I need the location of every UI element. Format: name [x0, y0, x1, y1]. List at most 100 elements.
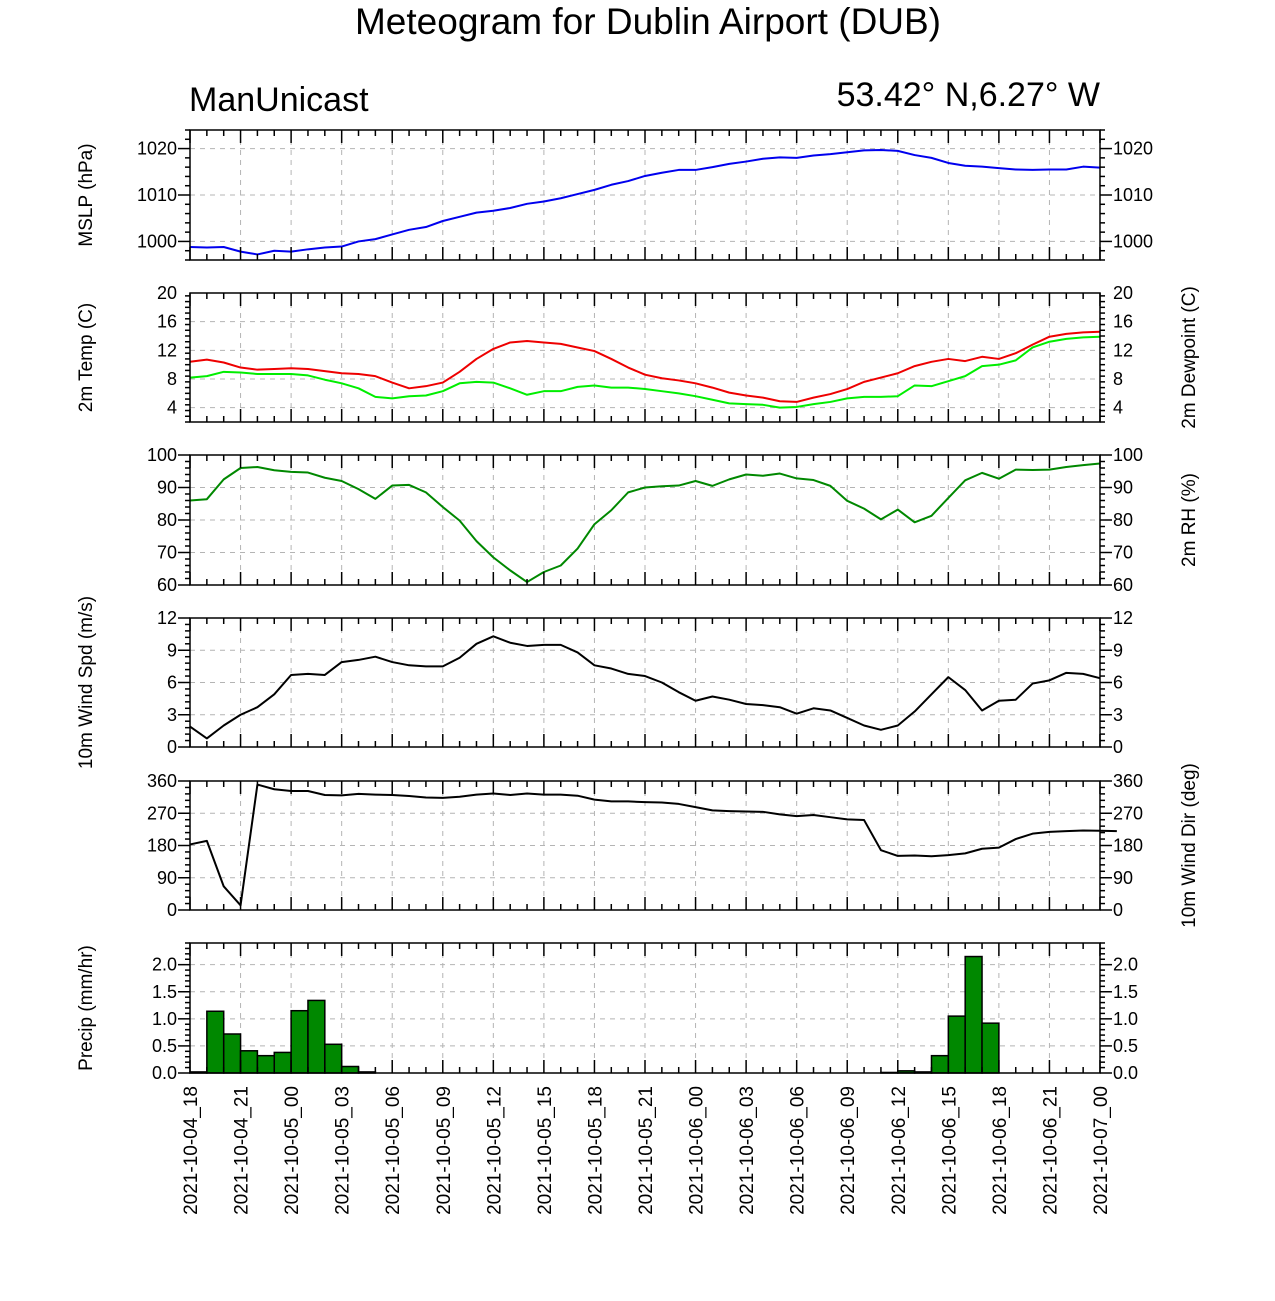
y-tick-label: 70 [157, 543, 177, 563]
y-tick-label: 0 [1113, 737, 1123, 757]
y-axis-label-left: 2m Temp (C) [76, 303, 97, 412]
y-ticks: 0 0 3 3 6 6 9 9 12 12 [157, 608, 1133, 757]
x-tick-label: 2021-10-05_21 [636, 1086, 657, 1215]
precip-bars [189, 955, 1000, 1074]
x-tick-label: 2021-10-06_00 [687, 1086, 708, 1215]
precip-bar [256, 1054, 276, 1074]
x-tick-label: 2021-10-06_21 [1040, 1086, 1061, 1215]
x-tick-label: 2021-10-06_18 [990, 1086, 1011, 1215]
y-tick-label: 12 [157, 608, 177, 628]
precip-bar [273, 1051, 292, 1074]
y-tick-label: 90 [157, 478, 177, 498]
y-tick-label: 0.5 [152, 1036, 177, 1056]
y-tick-label: 9 [1113, 640, 1123, 660]
y-tick-label: 80 [157, 510, 177, 530]
gridlines [190, 293, 1100, 422]
y-tick-label: 90 [1113, 868, 1133, 888]
gridlines [190, 618, 1100, 747]
x-tick-label: 2021-10-07_00 [1091, 1086, 1112, 1215]
y-tick-label: 1010 [1113, 185, 1153, 205]
x-tick-label: 2021-10-05_15 [535, 1086, 556, 1215]
y-tick-label: 1.5 [152, 982, 177, 1002]
y-tick-label: 1020 [137, 139, 177, 159]
y-tick-label: 0.5 [1113, 1036, 1138, 1056]
series-line-1 [189, 330, 1101, 403]
series-line-1 [189, 148, 1101, 256]
y-tick-label: 100 [1113, 445, 1143, 465]
y-tick-label: 16 [1113, 312, 1133, 332]
y-ticks: 0.0 0.0 0.5 0.5 1.0 1.0 1.5 1.5 2.0 2.0 [152, 942, 1138, 1083]
x-axis: 2021-10-04_18 2021-10-04_21 2021-10-05_00 2… [181, 1086, 1112, 1215]
panel-5: 0 0 90 90 180 180 270 270 360 360 10m Wind Dir (de… [147, 763, 1200, 928]
panel-6: 0.0 0.0 0.5 0.5 1.0 1.0 1.5 1.5 2.0 2.0 Precip (mm… [76, 942, 1138, 1083]
y-axis-label-right: 2m RH (%) [1179, 473, 1200, 567]
gridlines [190, 455, 1100, 585]
y-tick-label: 1000 [137, 231, 177, 251]
y-tick-label: 20 [1113, 283, 1133, 303]
y-tick-label: 90 [157, 868, 177, 888]
precip-bar [947, 1015, 966, 1074]
y-tick-label: 0 [167, 900, 177, 920]
y-tick-label: 12 [1113, 340, 1133, 360]
precip-bar [340, 1065, 360, 1074]
series-line-1 [189, 635, 1101, 740]
y-tick-label: 12 [157, 340, 177, 360]
y-ticks: 4 4 8 8 12 12 16 16 20 20 [157, 283, 1133, 423]
y-tick-label: 3 [1113, 705, 1123, 725]
y-tick-label: 80 [1113, 510, 1133, 530]
y-tick-label: 20 [157, 283, 177, 303]
y-axis-label-left: MSLP (hPa) [76, 143, 97, 246]
x-tick-label: 2021-10-06_15 [939, 1086, 960, 1215]
y-tick-label: 2.0 [1113, 955, 1138, 975]
y-tick-label: 1010 [137, 185, 177, 205]
x-ticks [189, 943, 1101, 1073]
y-axis-label-left: 10m Wind Spd (m/s) [76, 596, 97, 769]
y-tick-label: 8 [1113, 369, 1123, 389]
y-tick-label: 180 [1113, 836, 1143, 856]
y-tick-label: 100 [147, 445, 177, 465]
y-axis-label-right: 10m Wind Dir (deg) [1179, 763, 1200, 928]
y-tick-label: 6 [167, 673, 177, 693]
y-tick-label: 4 [167, 398, 177, 418]
series-line-1 [189, 462, 1101, 584]
panel-4: 0 0 3 3 6 6 9 9 12 12 10m Wind Spd (m/s) [76, 596, 1133, 769]
x-tick-label: 2021-10-04_21 [232, 1086, 253, 1215]
y-tick-label: 0.0 [1113, 1063, 1138, 1083]
precip-bar [239, 1050, 259, 1074]
x-tick-label: 2021-10-05_12 [484, 1086, 505, 1215]
x-tick-label: 2021-10-05_03 [333, 1086, 354, 1215]
y-tick-label: 0.0 [152, 1063, 177, 1083]
x-tick-label: 2021-10-06_09 [838, 1086, 859, 1215]
precip-bar [290, 1009, 309, 1074]
y-tick-label: 9 [167, 640, 177, 660]
x-tick-label: 2021-10-05_00 [282, 1086, 303, 1215]
y-tick-label: 1.0 [152, 1009, 177, 1029]
y-tick-label: 16 [157, 312, 177, 332]
location-label: 53.42° N,6.27° W [837, 76, 1100, 114]
panel-1: 1000 1000 1010 1010 1020 1020 MSLP (hPa) [76, 129, 1153, 261]
model-label: ManUnicast [189, 81, 369, 119]
x-tick-label: 2021-10-06_06 [788, 1086, 809, 1215]
x-ticks [189, 781, 1101, 910]
series-line-1 [189, 783, 1117, 907]
x-tick-label: 2021-10-05_09 [434, 1086, 455, 1215]
x-tick-label: 2021-10-06_03 [737, 1086, 758, 1215]
y-tick-label: 70 [1113, 543, 1133, 563]
y-tick-label: 6 [1113, 673, 1123, 693]
series-line-2 [189, 335, 1101, 409]
y-tick-label: 270 [1113, 803, 1143, 823]
precip-bar [930, 1054, 950, 1074]
x-tick-label: 2021-10-04_18 [181, 1086, 202, 1215]
y-tick-label: 0 [1113, 900, 1123, 920]
chart-title: Meteogram for Dublin Airport (DUB) [355, 1, 941, 42]
precip-bar [981, 1022, 1000, 1074]
y-tick-label: 180 [147, 836, 177, 856]
y-tick-label: 1.5 [1113, 982, 1138, 1002]
panel-3: 60 60 70 70 80 80 90 90 100 100 2m RH (%) [147, 445, 1200, 595]
y-tick-label: 12 [1113, 608, 1133, 628]
y-tick-label: 1.0 [1113, 1009, 1138, 1029]
y-tick-label: 8 [167, 369, 177, 389]
x-tick-label: 2021-10-05_06 [383, 1086, 404, 1215]
y-ticks: 0 0 90 90 180 180 270 270 360 360 [147, 771, 1143, 920]
